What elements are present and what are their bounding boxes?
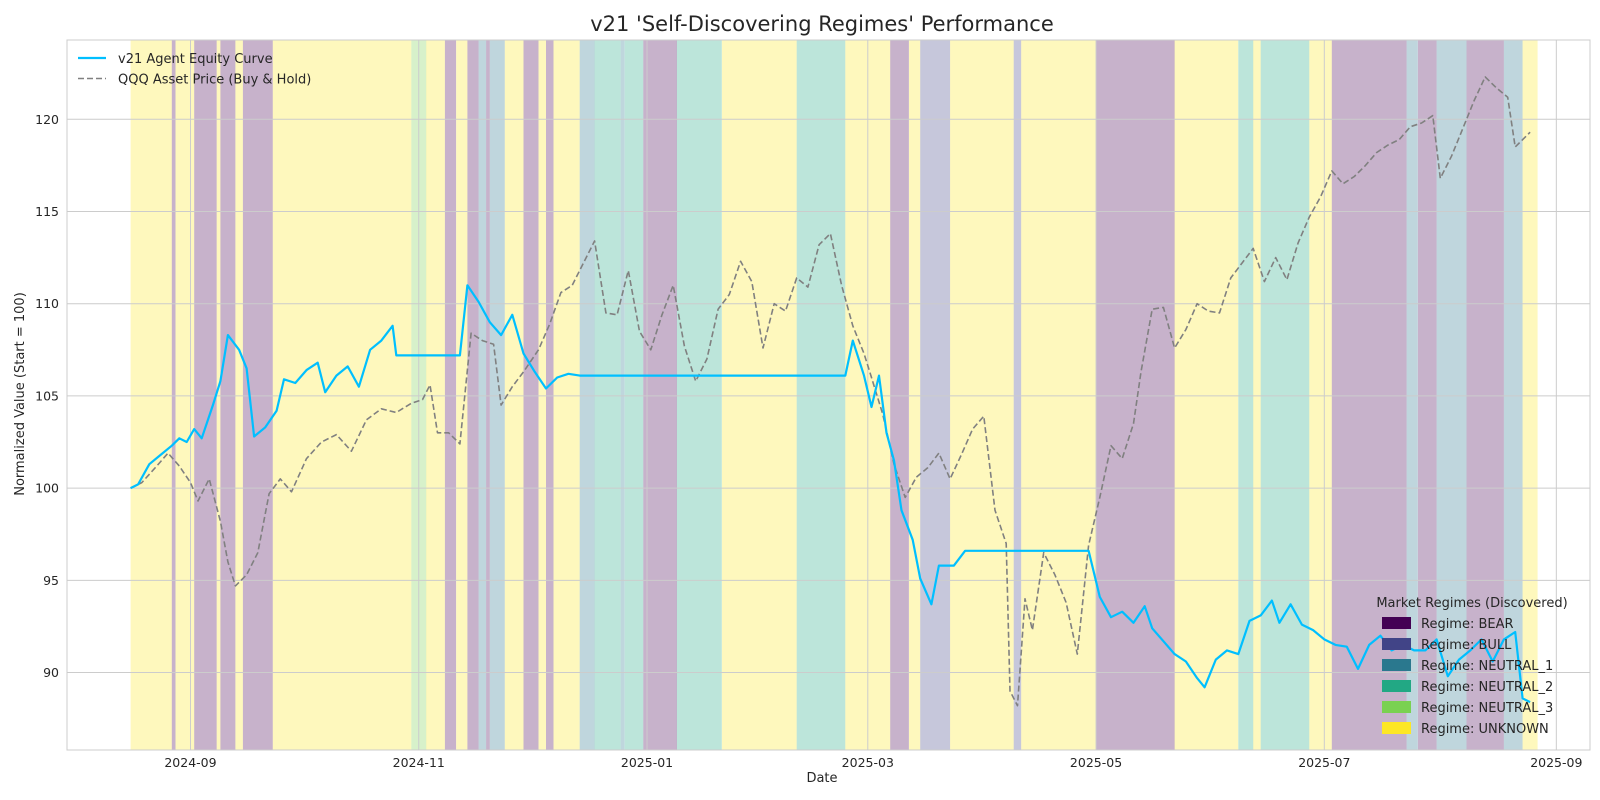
regime-band-neutral-2 bbox=[796, 40, 846, 750]
y-tick-label: 115 bbox=[35, 204, 59, 219]
y-tick-label: 110 bbox=[35, 296, 59, 311]
regime-band-bear bbox=[523, 40, 539, 750]
regime-legend-swatch bbox=[1382, 701, 1411, 713]
chart-title: v21 'Self-Discovering Regimes' Performan… bbox=[590, 12, 1054, 36]
regime-legend-swatch bbox=[1382, 638, 1411, 650]
regime-band-neutral-1 bbox=[1503, 40, 1523, 750]
y-tick-label: 120 bbox=[35, 112, 59, 127]
regime-band-bear bbox=[486, 40, 490, 750]
x-tick-label: 2025-05 bbox=[1070, 755, 1122, 770]
y-tick-label: 95 bbox=[43, 573, 59, 588]
regime-band-bear bbox=[171, 40, 176, 750]
regime-band-unknown bbox=[216, 40, 221, 750]
plot-frame bbox=[66, 39, 1591, 751]
regime-band-bear bbox=[194, 40, 217, 750]
regime-band-unknown bbox=[175, 40, 195, 750]
regime-band-unknown bbox=[950, 40, 1014, 750]
qqq-price-line bbox=[130, 76, 1531, 707]
series-legend: v21 Agent Equity Curve QQQ Asset Price (B… bbox=[78, 52, 311, 88]
regime-band-unknown bbox=[426, 40, 445, 750]
regime-legend-label: Regime: NEUTRAL_3 bbox=[1421, 701, 1553, 716]
regime-legend-label: Regime: NEUTRAL_2 bbox=[1421, 680, 1553, 695]
regime-band-unknown bbox=[504, 40, 524, 750]
regime-legend-swatch bbox=[1382, 680, 1411, 692]
regime-band-unknown bbox=[1021, 40, 1096, 750]
regime-legend-swatch bbox=[1382, 617, 1411, 629]
regime-band-bear bbox=[643, 40, 677, 750]
x-tick-label: 2025-03 bbox=[842, 755, 894, 770]
regime-band-unknown bbox=[456, 40, 468, 750]
regime-band-neutral-1 bbox=[620, 40, 625, 750]
regime-band-bull bbox=[920, 40, 951, 750]
regime-band-unknown bbox=[235, 40, 243, 750]
x-tick-label: 2025-01 bbox=[621, 755, 673, 770]
regime-band-unknown bbox=[272, 40, 412, 750]
regime-legend-label: Regime: BEAR bbox=[1421, 617, 1514, 632]
regime-band-neutral-2 bbox=[594, 40, 621, 750]
y-tick-label: 100 bbox=[35, 481, 59, 496]
regime-legend: Market Regimes (Discovered) Regime: BEAR R… bbox=[1376, 596, 1567, 737]
gridlines bbox=[67, 40, 1590, 750]
regime-band-unknown bbox=[909, 40, 921, 750]
y-tick-label: 90 bbox=[43, 665, 59, 680]
regime-band-neutral-1 bbox=[489, 40, 505, 750]
series-legend-label: v21 Agent Equity Curve bbox=[118, 52, 273, 67]
regime-band-bear bbox=[546, 40, 554, 750]
regime-band-neutral-1 bbox=[579, 40, 595, 750]
series-lines bbox=[130, 76, 1531, 707]
regime-band-bear bbox=[1096, 40, 1175, 750]
series-legend-label: QQQ Asset Price (Buy & Hold) bbox=[118, 73, 311, 88]
regime-band-unknown bbox=[538, 40, 546, 750]
regime-band-neutral-1 bbox=[478, 40, 487, 750]
regime-band-bull bbox=[1013, 40, 1022, 750]
regime-legend-title: Market Regimes (Discovered) bbox=[1376, 596, 1567, 611]
regime-legend-swatch bbox=[1382, 722, 1411, 734]
regime-band-unknown bbox=[553, 40, 580, 750]
agent-equity-line bbox=[130, 284, 1531, 704]
regime-band-unknown bbox=[1522, 40, 1538, 750]
regime-legend-label: Regime: BULL bbox=[1421, 638, 1512, 653]
y-tick-label: 105 bbox=[35, 388, 59, 403]
regime-legend-label: Regime: UNKNOWN bbox=[1421, 722, 1549, 737]
regime-band-neutral-2 bbox=[676, 40, 722, 750]
regime-band-bear bbox=[1466, 40, 1504, 750]
regime-band-bear bbox=[1331, 40, 1407, 750]
y-axis-label: Normalized Value (Start = 100) bbox=[13, 292, 28, 496]
regime-legend-label: Regime: NEUTRAL_1 bbox=[1421, 659, 1553, 674]
x-tick-label: 2025-07 bbox=[1298, 755, 1350, 770]
regime-band-bear bbox=[242, 40, 273, 750]
regime-band-neutral-2 bbox=[1260, 40, 1310, 750]
regime-band-neutral-1 bbox=[1436, 40, 1467, 750]
regime-bands bbox=[130, 40, 1538, 750]
regime-band-bear bbox=[1417, 40, 1437, 750]
axes: 90 95 100 105 110 115 120 2024-09 2024-11 2025-01… bbox=[35, 39, 1591, 770]
x-axis-label: Date bbox=[806, 771, 837, 786]
regime-band-unknown bbox=[130, 40, 172, 750]
regime-band-bear bbox=[444, 40, 457, 750]
regime-band-unknown bbox=[1309, 40, 1332, 750]
regime-band-neutral-2 bbox=[624, 40, 644, 750]
regime-band-unknown bbox=[1174, 40, 1239, 750]
regime-legend-swatch bbox=[1382, 659, 1411, 671]
regime-band-bear bbox=[220, 40, 236, 750]
regime-band-neutral-2 bbox=[1238, 40, 1254, 750]
regime-band-bear bbox=[467, 40, 479, 750]
regime-band-bear bbox=[890, 40, 909, 750]
x-tick-label: 2024-09 bbox=[164, 755, 216, 770]
x-tick-label: 2025-09 bbox=[1530, 755, 1582, 770]
regime-band-unknown bbox=[721, 40, 797, 750]
x-tick-label: 2024-11 bbox=[393, 755, 445, 770]
regime-band-neutral-1 bbox=[1406, 40, 1418, 750]
regime-band-unknown bbox=[1253, 40, 1261, 750]
